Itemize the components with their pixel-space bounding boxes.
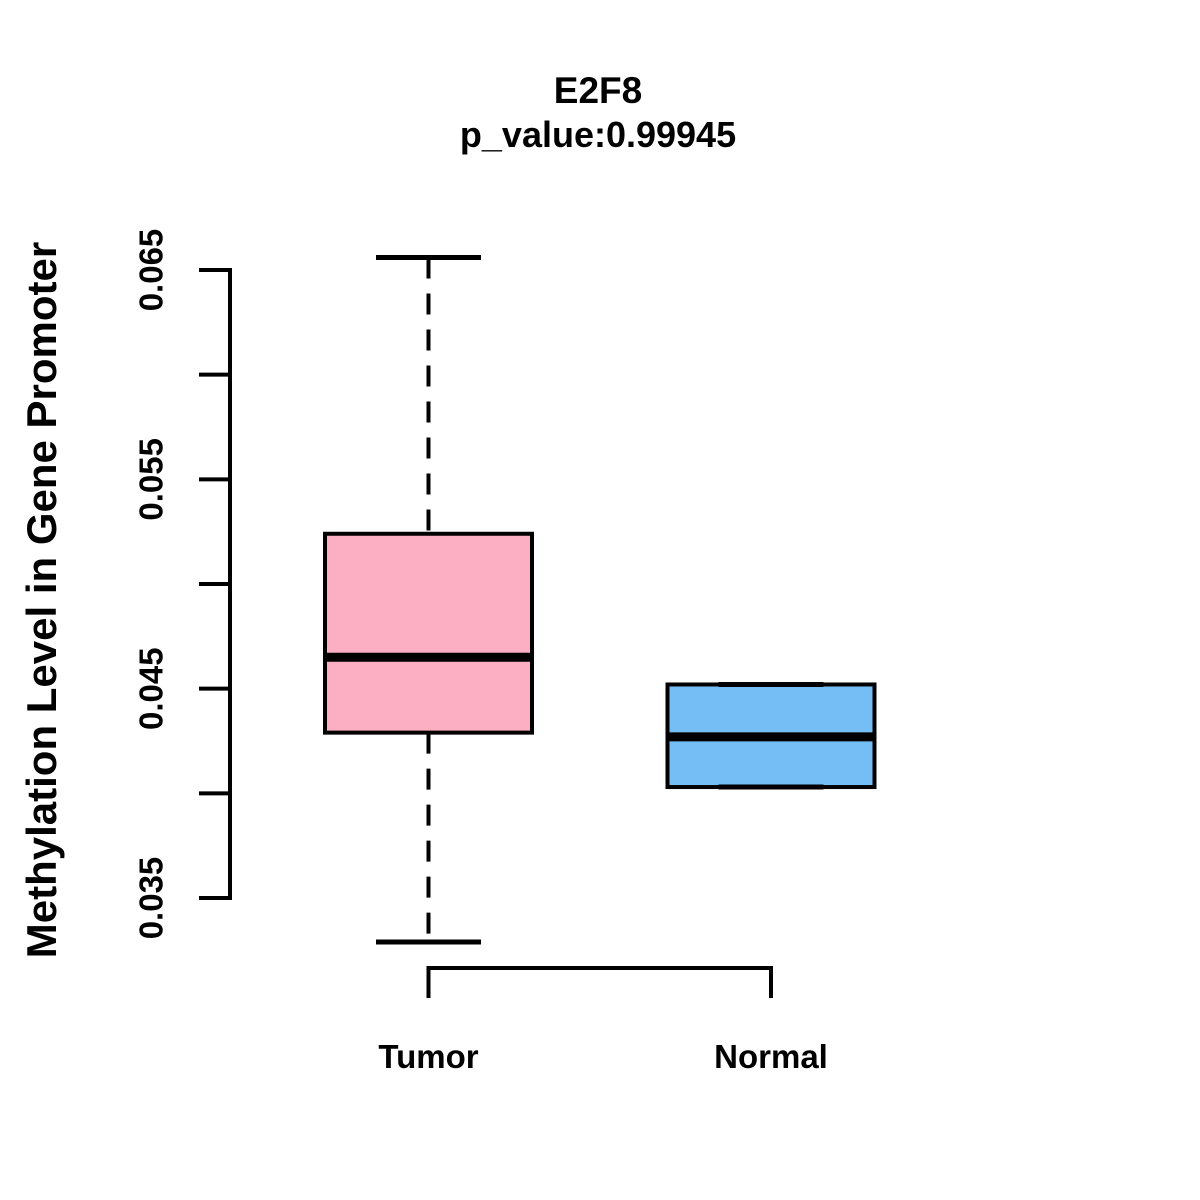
- y-tick-label: 0.055: [133, 438, 170, 521]
- x-axis-bracket: [426, 966, 773, 998]
- chart-subtitle: p_value:0.99945: [460, 114, 736, 155]
- x-category-label-tumor: Tumor: [378, 1038, 478, 1075]
- box-tumor: [323, 531, 534, 735]
- y-axis-title: Methylation Level in Gene Promoter: [18, 242, 65, 958]
- y-tick-label: 0.035: [133, 857, 170, 940]
- chart-title: E2F8: [554, 70, 642, 111]
- x-category-label-normal: Normal: [714, 1038, 828, 1075]
- plot-elements: 0.035 0.045 0.055 0.065 Tumor Normal: [133, 229, 877, 1075]
- y-tick-label: 0.045: [133, 647, 170, 730]
- y-tick-label: 0.065: [133, 229, 170, 312]
